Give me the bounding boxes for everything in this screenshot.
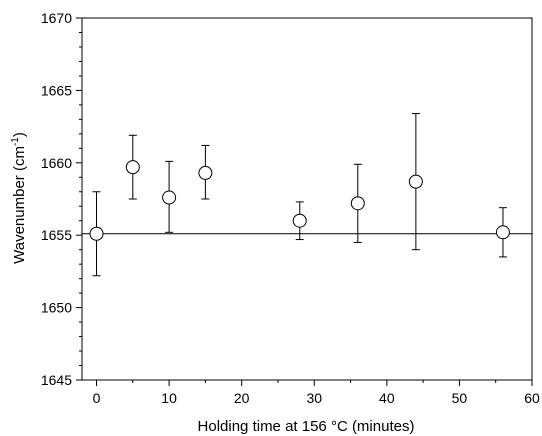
y-axis-title: Wavenumber (cm-1) [10, 132, 28, 264]
x-axis: 0 10 20 30 40 50 60 [93, 380, 540, 406]
x-tick-label: 60 [524, 390, 540, 406]
y-tick-label: 1645 [41, 372, 72, 388]
x-tick-label: 50 [452, 390, 468, 406]
x-tick-label: 10 [161, 390, 177, 406]
y-tick-label: 1665 [41, 82, 72, 98]
data-point [292, 213, 307, 228]
data-point [495, 225, 510, 240]
data-point [408, 174, 423, 189]
x-tick-label: 30 [306, 390, 322, 406]
x-tick-label: 0 [93, 390, 101, 406]
data-point [162, 190, 177, 205]
data-point [125, 160, 140, 175]
y-axis-title-main: Wavenumber (cm [11, 146, 28, 264]
plot-border [81, 17, 533, 381]
y-tick-label: 1655 [41, 227, 72, 243]
x-tick-label: 20 [234, 390, 250, 406]
error-bars [92, 113, 507, 277]
x-axis-title: Holding time at 156 °C (minutes) [198, 418, 415, 435]
data-point [198, 165, 213, 180]
y-axis: 1645 1650 1655 1660 1665 1670 [41, 10, 82, 388]
data-point [350, 196, 365, 211]
data-markers [89, 160, 510, 241]
y-tick-label: 1670 [41, 10, 72, 26]
x-tick-label: 40 [379, 390, 395, 406]
y-axis-title-superscript: -1 [10, 137, 21, 146]
plot-frame [81, 17, 533, 381]
y-tick-label: 1660 [41, 155, 72, 171]
y-tick-label: 1650 [41, 300, 72, 316]
y-axis-title-close: ) [11, 132, 28, 137]
data-point [89, 226, 104, 241]
